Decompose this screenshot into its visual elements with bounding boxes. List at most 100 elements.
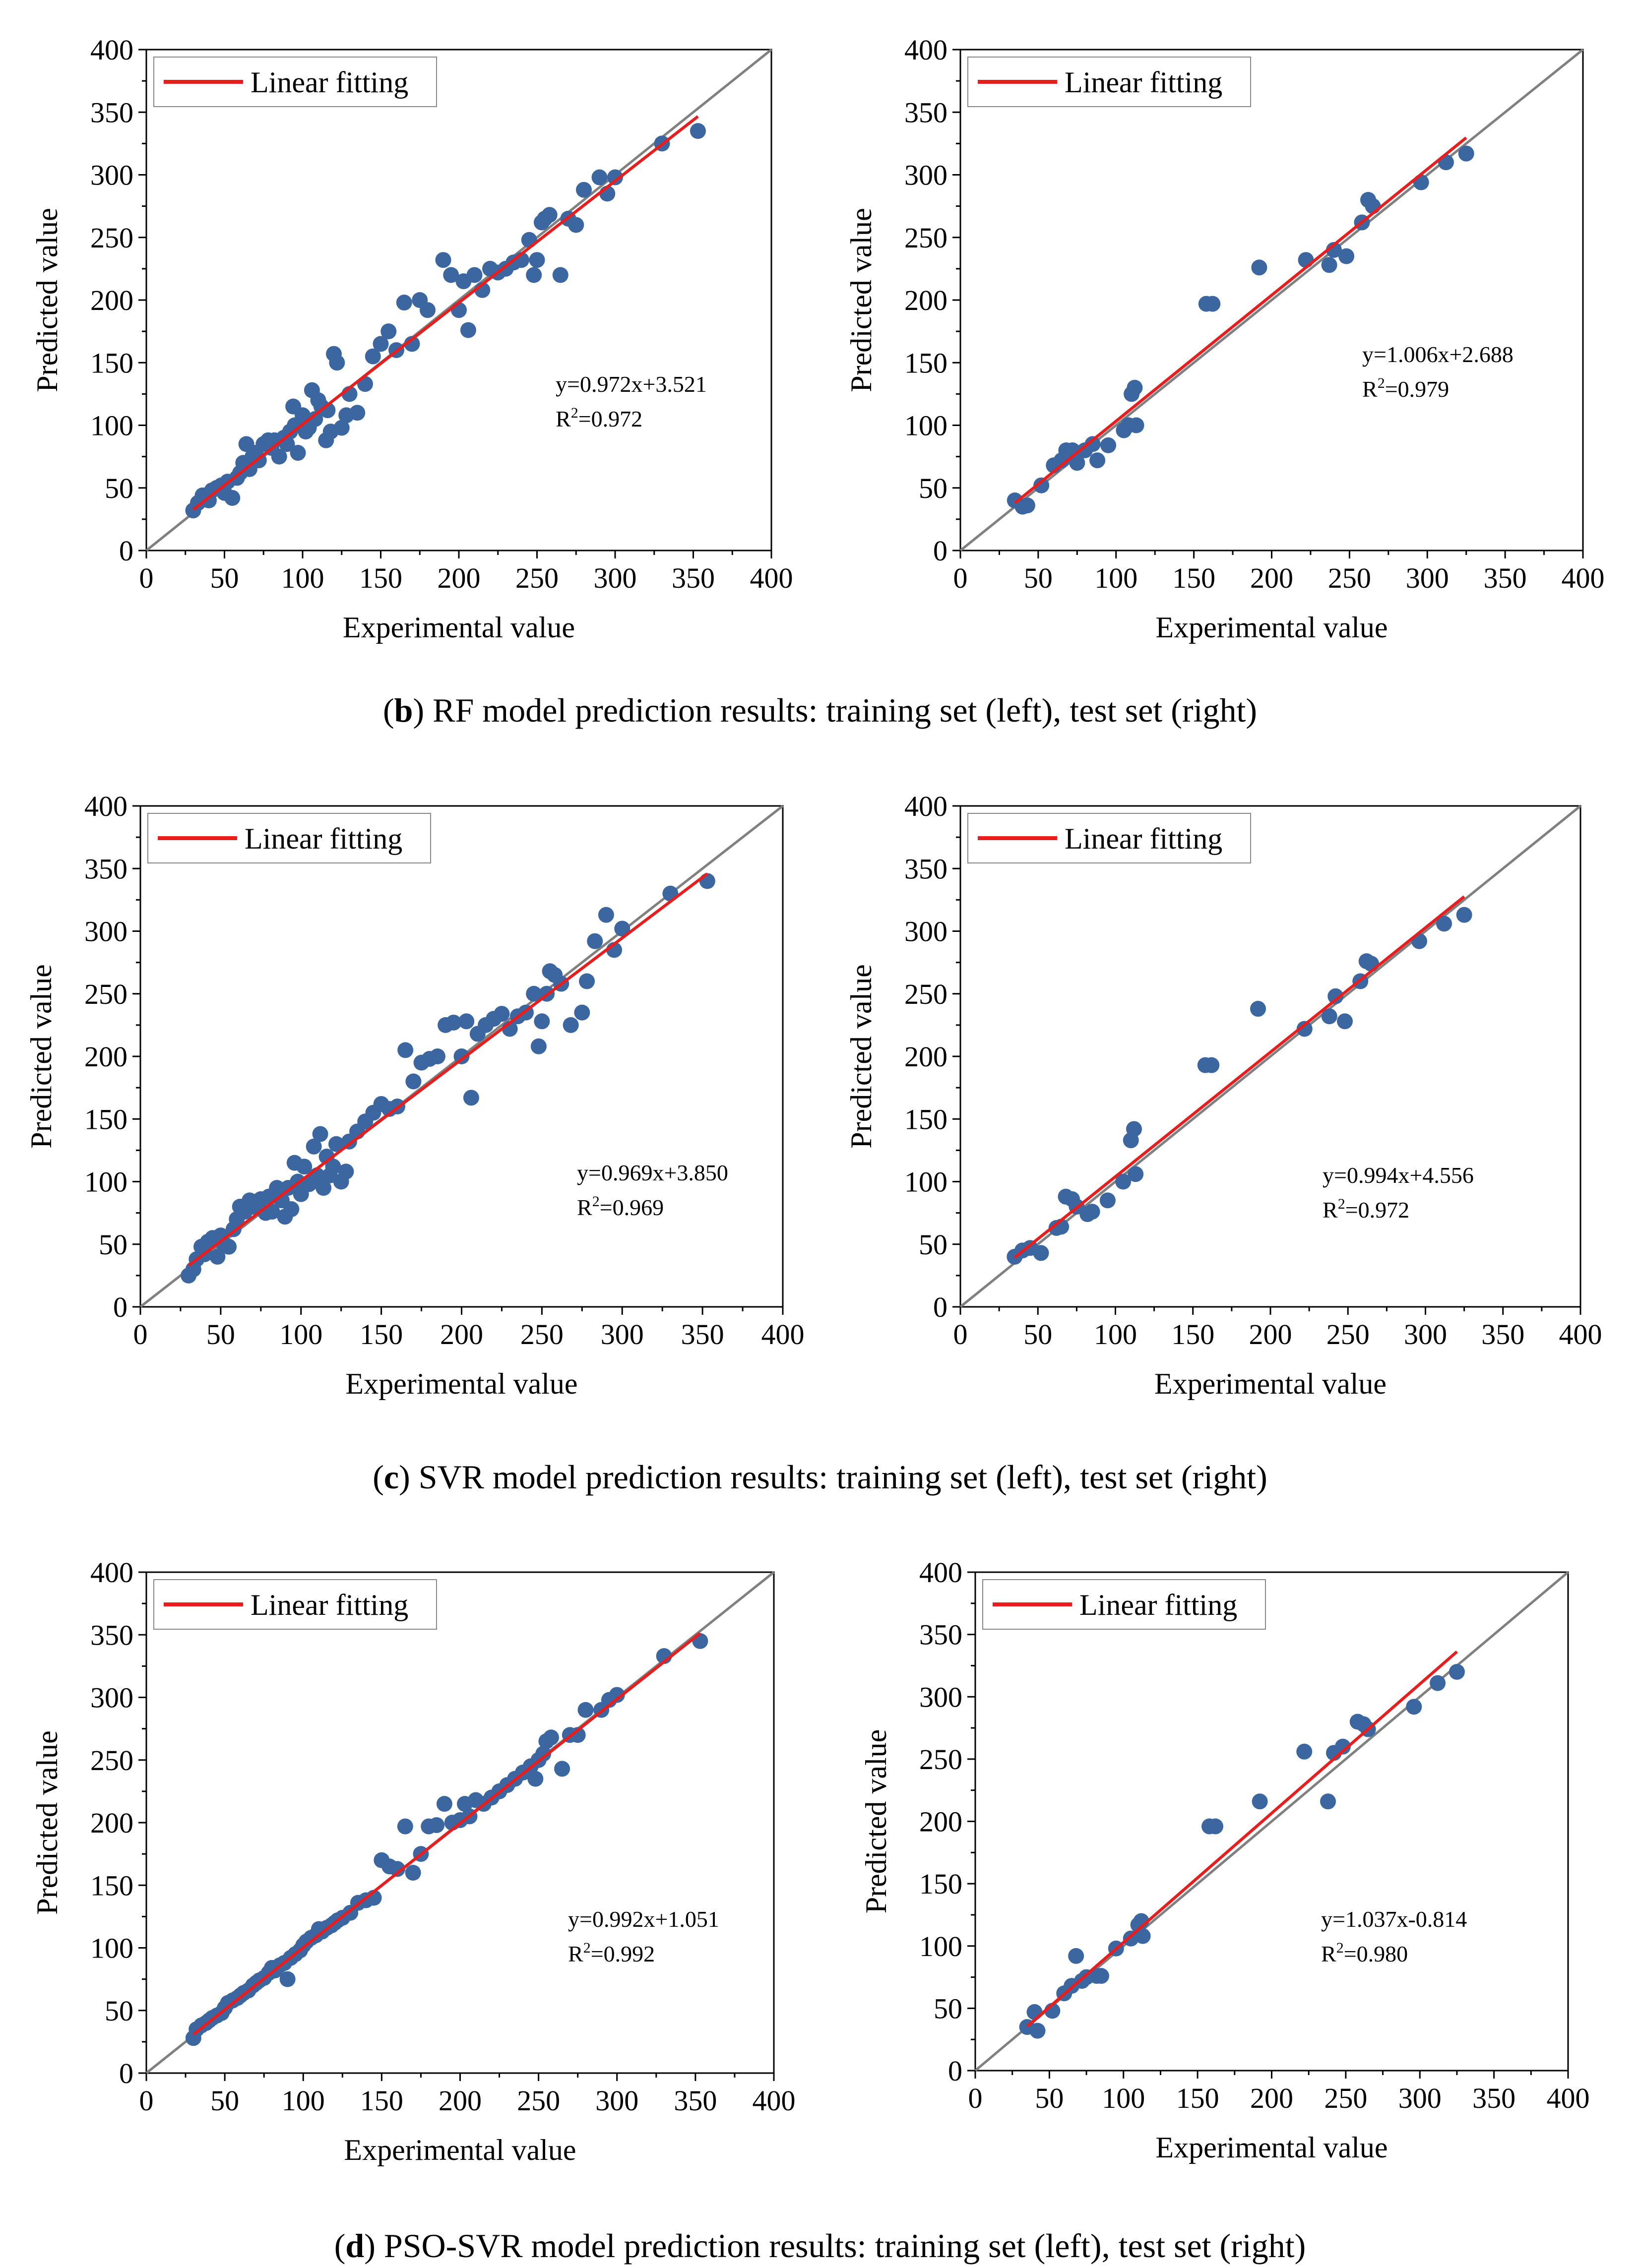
- data-point: [534, 1013, 550, 1030]
- data-point: [429, 1817, 445, 1834]
- data-point: [365, 348, 381, 365]
- data-point: [1203, 1057, 1220, 1073]
- x-tick-label: 200: [1250, 562, 1293, 594]
- x-tick-label: 200: [440, 1318, 483, 1350]
- data-point: [466, 267, 483, 283]
- data-point: [1338, 248, 1355, 264]
- chart-rf-test: 0 50 100 150 200 250 300 350 400 0 50 100 150 200 250 3…: [845, 34, 1605, 644]
- y-tick-label: 200: [90, 284, 133, 316]
- r-squared-exponent: 2: [1336, 1940, 1344, 1956]
- y-axis-label: Predicted value: [845, 964, 878, 1149]
- data-point: [1029, 2023, 1046, 2039]
- data-point: [576, 182, 592, 198]
- data-point: [405, 1865, 421, 1881]
- data-point: [1252, 1793, 1268, 1810]
- data-point: [587, 933, 603, 949]
- chart-panel: 0 50 100 150 200 250 300 350 400 0 50 100 150 200 250 3…: [0, 1518, 820, 2202]
- x-tick-label: 0: [953, 1318, 968, 1350]
- data-point: [1093, 1968, 1109, 1984]
- x-axis-label: Experimental value: [344, 2134, 576, 2166]
- y-tick-label: 350: [919, 1619, 962, 1651]
- fit-equation: y=1.006x+2.688: [1362, 342, 1514, 367]
- r-squared: R2=0.972: [1323, 1196, 1409, 1223]
- data-point: [1026, 2004, 1043, 2020]
- linear-fit-line: [188, 872, 708, 1267]
- x-tick-label: 350: [672, 562, 715, 594]
- data-point: [543, 1729, 559, 1746]
- data-point: [579, 973, 595, 989]
- data-point: [1430, 1675, 1446, 1691]
- r-squared-value: =0.972: [1345, 1197, 1409, 1223]
- data-point: [526, 985, 542, 1002]
- r-squared: R2=0.969: [577, 1193, 664, 1220]
- data-point: [221, 1238, 237, 1255]
- y-tick-label: 400: [904, 34, 947, 66]
- data-point: [460, 322, 476, 338]
- data-point: [1019, 497, 1035, 514]
- data-point: [405, 1073, 422, 1090]
- data-point: [396, 295, 412, 311]
- data-point: [458, 1013, 475, 1030]
- data-point: [283, 1201, 300, 1218]
- data-point: [530, 1038, 547, 1054]
- data-point: [1033, 1245, 1049, 1261]
- legend: Linear fitting: [153, 57, 437, 107]
- legend: Linear fitting: [967, 57, 1251, 107]
- data-point: [1100, 437, 1117, 453]
- legend: Linear fitting: [153, 1579, 437, 1630]
- caption-rf: (b) RF model prediction results: trainin…: [382, 691, 1258, 729]
- chart-rf-training: 0 50 100 150 200 250 300 350 400 0 50 100 150 200 250 3…: [31, 34, 793, 644]
- data-point: [338, 1164, 354, 1180]
- x-tick-label: 400: [1547, 2082, 1590, 2114]
- x-tick-label: 350: [681, 1318, 724, 1350]
- linear-fit-line: [192, 115, 699, 511]
- y-tick-label: 150: [84, 1103, 127, 1135]
- linear-fit-line: [1026, 1651, 1458, 2028]
- legend-label: Linear fitting: [1079, 1589, 1237, 1621]
- data-point: [306, 1138, 322, 1155]
- x-tick-label: 350: [1484, 562, 1527, 594]
- fit-equation: y=0.994x+4.556: [1323, 1163, 1474, 1188]
- y-tick-label: 150: [90, 1869, 133, 1901]
- chart-svr-test: 0 50 100 150 200 250 300 350 400 0 50 100 150 200 250 3…: [845, 790, 1602, 1400]
- r-squared: R2=0.972: [556, 405, 642, 431]
- data-point: [328, 1136, 344, 1152]
- data-point: [463, 1090, 479, 1106]
- data-point: [389, 1861, 405, 1877]
- data-point: [1115, 1173, 1132, 1190]
- x-axis-label: Experimental value: [345, 1367, 577, 1400]
- y-tick-label: 300: [904, 159, 947, 191]
- y-axis-label: Predicted value: [31, 208, 63, 392]
- x-tick-label: 250: [520, 1318, 564, 1350]
- data-point: [1128, 1166, 1144, 1182]
- linear-fit-line: [1013, 136, 1467, 504]
- data-point: [380, 323, 397, 340]
- data-point: [1123, 1930, 1139, 1947]
- data-point: [436, 1796, 452, 1812]
- data-point: [445, 1014, 462, 1031]
- y-tick-label: 400: [904, 790, 947, 822]
- caption-svr: (c) SVR model prediction results: traini…: [373, 1458, 1267, 1496]
- data-point: [1326, 242, 1342, 258]
- x-tick-label: 0: [953, 562, 968, 594]
- x-tick-label: 50: [1024, 562, 1053, 594]
- data-point: [404, 336, 420, 352]
- data-point: [443, 267, 459, 283]
- x-tick-label: 100: [282, 2084, 325, 2117]
- x-tick-label: 350: [1481, 1318, 1524, 1350]
- legend-label: Linear fitting: [251, 1589, 408, 1621]
- data-point: [307, 411, 323, 427]
- r-squared-exponent: 2: [571, 405, 578, 421]
- y-tick-label: 300: [919, 1681, 962, 1713]
- data-point: [224, 490, 241, 506]
- x-tick-label: 0: [139, 2084, 154, 2117]
- x-axis-label: Experimental value: [343, 611, 575, 644]
- data-point: [692, 1633, 708, 1649]
- r-squared-symbol: R: [1323, 1197, 1338, 1223]
- y-tick-label: 0: [933, 1291, 947, 1323]
- data-point: [420, 302, 436, 318]
- data-point: [295, 407, 311, 424]
- chart-panel: 0 50 100 150 200 250 300 350 400 0 50 100 150 200 250 3…: [0, 0, 820, 665]
- x-tick-label: 100: [1094, 1318, 1137, 1350]
- x-tick-label: 150: [359, 562, 402, 594]
